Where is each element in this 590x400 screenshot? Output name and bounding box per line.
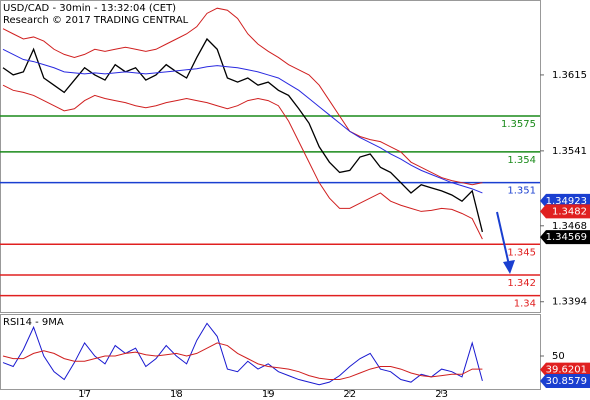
rsi-panel: [0, 314, 541, 390]
y-tick-label: 1.3615: [552, 70, 587, 81]
price-tag: [540, 362, 590, 377]
level-label-bg: [510, 153, 538, 166]
level-label: 1.3575: [501, 119, 536, 130]
y-tick-label: 50: [552, 351, 565, 362]
level-label-bg: [510, 246, 538, 259]
level-label-bg: [510, 277, 538, 290]
level-label: 1.34: [514, 299, 536, 310]
price-tag: [540, 374, 590, 389]
price-panel: [0, 0, 541, 313]
x-tick-label: 18: [170, 389, 183, 400]
price-tag-label: 1.3482: [552, 206, 587, 217]
forecast-arrowhead: [503, 260, 515, 274]
level-label: 1.342: [507, 278, 536, 289]
series-line: [2, 7, 483, 186]
x-tick-label: 23: [435, 389, 448, 400]
y-tick-label: 1.3468: [552, 221, 587, 232]
rsi-title: RSI14 - 9MA: [3, 317, 64, 328]
x-tick-label: 17: [78, 389, 91, 400]
x-tick-label: 19: [262, 389, 275, 400]
series-line: [2, 342, 483, 381]
price-tag-label: 39.6201: [546, 365, 587, 376]
y-tick-label: 1.3541: [552, 146, 587, 157]
price-tag: [540, 193, 590, 208]
series-line: [2, 84, 483, 240]
price-tag-label: 1.34569: [546, 232, 587, 243]
level-label-bg: [510, 297, 538, 310]
level-label: 1.345: [507, 247, 536, 258]
y-tick-label: 1.3394: [552, 297, 587, 308]
level-label-bg: [510, 117, 538, 130]
chart-subtitle: Research © 2017 TRADING CENTRAL: [3, 15, 189, 26]
x-tick-label: 22: [343, 389, 356, 400]
series-line: [2, 37, 484, 233]
chart-title: USD/CAD - 30min - 13:32:04 (CET): [3, 3, 176, 14]
series-line: [2, 48, 483, 194]
price-tag-label: 30.8579: [546, 376, 587, 387]
level-label-bg: [510, 184, 538, 197]
price-tag: [540, 230, 590, 245]
series-line: [2, 322, 483, 386]
forecast-arrow: [496, 211, 510, 266]
price-tag-label: 1.34923: [546, 196, 587, 207]
level-label: 1.354: [507, 155, 536, 166]
level-label: 1.351: [507, 186, 536, 197]
price-tag: [540, 204, 590, 219]
